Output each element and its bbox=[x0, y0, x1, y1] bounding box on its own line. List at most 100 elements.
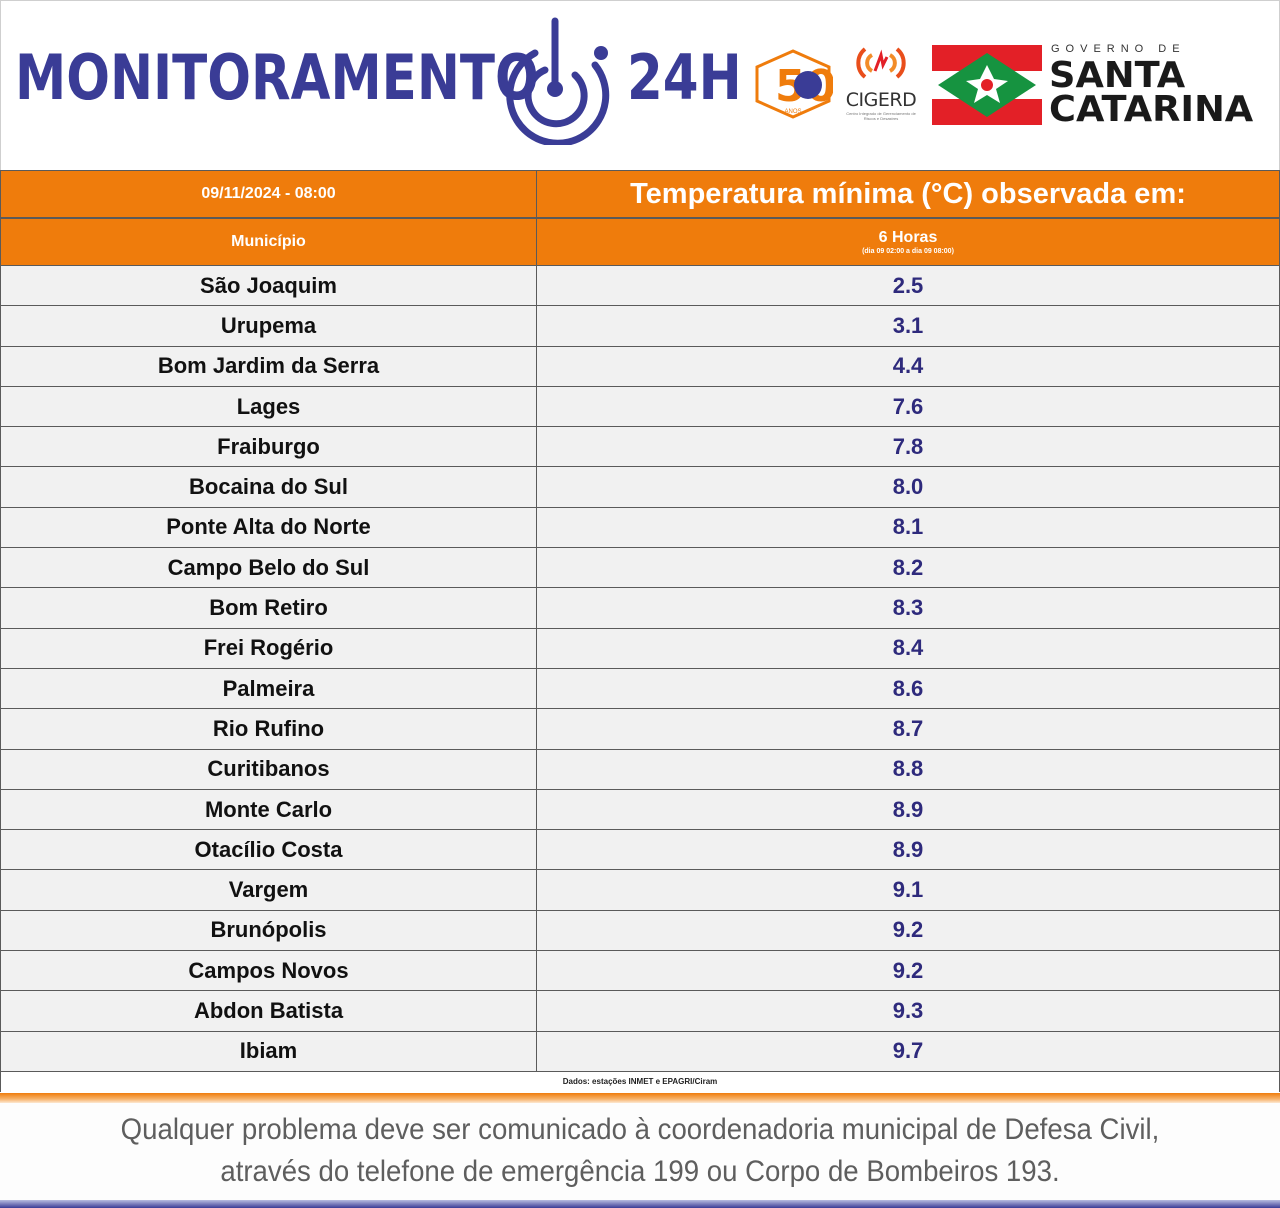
header-banner: MONITORAMENTO 24H 50 ANOS CIGERD Centro … bbox=[0, 0, 1280, 170]
governo-de-label: GOVERNO DE bbox=[1051, 43, 1186, 55]
city-cell: Campo Belo do Sul bbox=[0, 548, 537, 588]
date-time: 09/11/2024 - 08:00 bbox=[201, 185, 336, 202]
city-name: Campos Novos bbox=[188, 957, 349, 983]
temp-cell: 2.5 bbox=[537, 266, 1280, 306]
city-name: Fraiburgo bbox=[217, 433, 320, 459]
city-name: Lages bbox=[236, 393, 301, 419]
table-row: Campos Novos 9.2 bbox=[0, 951, 1280, 992]
temp-cell: 9.2 bbox=[537, 910, 1280, 951]
city-cell: Monte Carlo bbox=[0, 789, 537, 830]
date-cell: 09/11/2024 - 08:00 bbox=[0, 171, 537, 217]
city-name: Abdon Batista bbox=[193, 997, 344, 1023]
table-row: Lages 7.6 bbox=[0, 386, 1280, 428]
table-row: Vargem 9.1 bbox=[0, 870, 1280, 911]
footer-orange-bar bbox=[0, 1093, 1280, 1103]
hours-header-cell: 6 Horas (dia 09 02:00 a dia 09 08:00) bbox=[537, 219, 1280, 265]
min-temperature: 8.3 bbox=[892, 595, 924, 621]
city-name: Palmeira bbox=[222, 675, 315, 701]
temp-cell: 8.1 bbox=[537, 507, 1280, 548]
min-temperature: 8.1 bbox=[892, 514, 924, 540]
temp-cell: 8.7 bbox=[537, 709, 1280, 749]
min-temperature: 8.8 bbox=[892, 756, 924, 782]
temp-cell: 9.1 bbox=[537, 870, 1280, 910]
hours-range: (dia 09 02:00 a dia 09 08:00) bbox=[862, 247, 954, 255]
city-name: Ibiam bbox=[239, 1038, 298, 1064]
temp-cell: 8.9 bbox=[537, 789, 1280, 830]
santa-catarina-flag-icon bbox=[932, 45, 1042, 125]
min-temperature: 8.2 bbox=[892, 554, 924, 580]
table-title: Temperatura mínima (°C) observada em: bbox=[630, 177, 1186, 210]
city-name: Campo Belo do Sul bbox=[167, 554, 370, 580]
city-cell: Campos Novos bbox=[0, 951, 537, 991]
city-cell: São Joaquim bbox=[0, 266, 537, 306]
temp-cell: 9.7 bbox=[537, 1031, 1280, 1071]
signal-waves-icon bbox=[856, 47, 906, 79]
municipio-header-cell: Município bbox=[0, 219, 537, 265]
table-row: Palmeira 8.6 bbox=[0, 668, 1280, 710]
fifty-caption: ANOS bbox=[784, 109, 801, 115]
city-cell: Palmeira bbox=[0, 668, 537, 709]
santa-label: SANTA bbox=[1049, 55, 1186, 96]
table-header-row: Município 6 Horas (dia 09 02:00 a dia 09… bbox=[0, 218, 1280, 266]
city-cell: Bom Jardim da Serra bbox=[0, 346, 537, 386]
temp-cell: 7.6 bbox=[537, 386, 1280, 427]
table-row: Ibiam 9.7 bbox=[0, 1031, 1280, 1072]
city-name: Frei Rogério bbox=[203, 635, 334, 661]
table-row: Bom Retiro 8.3 bbox=[0, 588, 1280, 629]
temp-cell: 8.8 bbox=[537, 749, 1280, 789]
temperature-table: 09/11/2024 - 08:00 Temperatura mínima (°… bbox=[0, 170, 1280, 1092]
temp-cell: 4.4 bbox=[537, 346, 1280, 386]
city-cell: Bom Retiro bbox=[0, 588, 537, 628]
monitoramento-logo-text: MONITORAMENTO bbox=[15, 41, 539, 114]
min-temperature: 9.2 bbox=[892, 917, 924, 943]
temp-cell: 8.3 bbox=[537, 588, 1280, 628]
min-temperature: 9.3 bbox=[892, 997, 924, 1023]
table-row: Curitibanos 8.8 bbox=[0, 749, 1280, 790]
table-row: Brunópolis 9.2 bbox=[0, 910, 1280, 952]
city-cell: Ibiam bbox=[0, 1031, 537, 1071]
city-name: Rio Rufino bbox=[212, 715, 325, 741]
temp-cell: 9.2 bbox=[537, 951, 1280, 991]
min-temperature: 8.7 bbox=[892, 715, 924, 741]
city-name: Bom Jardim da Serra bbox=[157, 353, 380, 379]
table-row: São Joaquim 2.5 bbox=[0, 266, 1280, 307]
table-row: Ponte Alta do Norte 8.1 bbox=[0, 507, 1280, 549]
table-row: Frei Rogério 8.4 bbox=[0, 628, 1280, 669]
monitoramento-24h-text: 24H bbox=[627, 41, 742, 114]
city-cell: Brunópolis bbox=[0, 910, 537, 951]
min-temperature: 8.9 bbox=[892, 796, 924, 822]
city-cell: Vargem bbox=[0, 870, 537, 910]
temp-cell: 7.8 bbox=[537, 427, 1280, 467]
city-name: Monte Carlo bbox=[204, 796, 333, 822]
city-name: Bocaina do Sul bbox=[189, 474, 348, 500]
city-cell: Curitibanos bbox=[0, 749, 537, 789]
city-cell: Fraiburgo bbox=[0, 427, 537, 467]
temp-cell: 8.9 bbox=[537, 830, 1280, 870]
min-temperature: 8.9 bbox=[892, 836, 924, 862]
min-temperature: 2.5 bbox=[892, 272, 924, 298]
min-temperature: 9.7 bbox=[892, 1038, 924, 1064]
city-name: Otacílio Costa bbox=[194, 836, 343, 862]
city-name: Vargem bbox=[228, 877, 309, 903]
city-cell: Frei Rogério bbox=[0, 628, 537, 668]
municipio-header: Município bbox=[231, 233, 306, 250]
title-cell: Temperatura mínima (°C) observada em: bbox=[537, 171, 1280, 217]
table-row: Bocaina do Sul 8.0 bbox=[0, 467, 1280, 508]
city-cell: Lages bbox=[0, 386, 537, 427]
footer-line-2: através do telefone de emergência 199 ou… bbox=[220, 1155, 1060, 1188]
table-body: São Joaquim 2.5 Urupema 3.1 Bom Jardim da Se… bbox=[0, 266, 1280, 1072]
table-row: Rio Rufino 8.7 bbox=[0, 709, 1280, 750]
temp-cell: 8.6 bbox=[537, 668, 1280, 709]
temp-cell: 8.2 bbox=[537, 548, 1280, 588]
footer-notice: Qualquer problema deve ser comunicado à … bbox=[0, 1093, 1280, 1208]
catarina-label: CATARINA bbox=[1049, 89, 1254, 130]
cigerd-label: CIGERD bbox=[845, 89, 917, 111]
city-cell: Rio Rufino bbox=[0, 709, 537, 749]
table-row: Fraiburgo 7.8 bbox=[0, 427, 1280, 468]
min-temperature: 7.8 bbox=[892, 433, 924, 459]
temp-cell: 8.0 bbox=[537, 467, 1280, 507]
source-row: Dados: estações INMET e EPAGRI/Ciram bbox=[0, 1071, 1280, 1092]
city-name: Urupema bbox=[220, 312, 317, 338]
table-row: Urupema 3.1 bbox=[0, 306, 1280, 347]
hours-header: 6 Horas bbox=[878, 228, 938, 246]
